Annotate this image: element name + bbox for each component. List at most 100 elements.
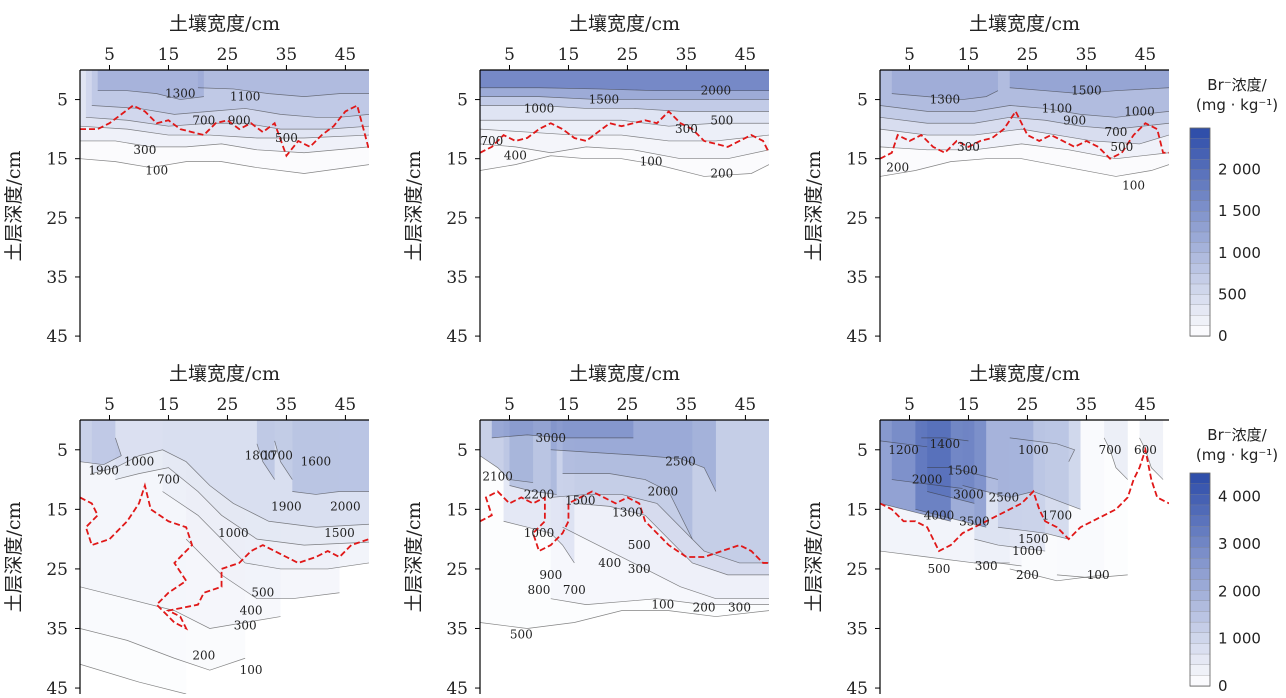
colorbar-unit: (mg · kg⁻¹)	[1196, 96, 1278, 114]
contour-label: 700	[563, 583, 586, 597]
panel-row2-col2: 3000 2500 2100 2000 2200 1500 1300 1000 500 400 30…	[403, 363, 769, 698]
x-tick-label: 5	[904, 45, 915, 65]
contour-label: 2000	[648, 484, 679, 498]
y-tick-label: 15	[846, 500, 868, 520]
colorbar-tick-label: 4 000	[1218, 488, 1261, 506]
contour-label: 1500	[565, 493, 596, 507]
contour-label: 700	[192, 113, 215, 127]
contour-label: 2000	[701, 84, 732, 98]
contour-label: 2000	[330, 499, 361, 513]
contour-label: 900	[1063, 113, 1086, 127]
colorbar-swatch	[1189, 664, 1211, 677]
contour-line-2100	[480, 455, 534, 483]
colorbar-swatch	[1189, 231, 1211, 244]
contour-label: 300	[957, 140, 980, 154]
contour-label: 300	[628, 562, 651, 576]
contour-label: 1000	[218, 526, 249, 540]
contour-label: 900	[539, 568, 562, 582]
contour-label: 100	[1087, 568, 1110, 582]
colorbar-swatch	[1189, 483, 1211, 495]
contour-line-2500	[550, 449, 717, 492]
contour-line-700	[115, 467, 369, 546]
colorbar-swatch	[1189, 263, 1211, 275]
contour-line-2500	[962, 485, 1034, 498]
colorbar-tick-label: 1 000	[1218, 244, 1261, 262]
x-tick-label: 5	[104, 45, 115, 65]
colorbar-swatch	[1189, 169, 1211, 181]
x-tick-label: 5	[904, 395, 915, 415]
colorbar-swatch	[1189, 494, 1211, 506]
y-axis-title: 土层深度/cm	[403, 150, 425, 261]
fill-band-600	[1139, 420, 1164, 480]
y-axis-title: 土层深度/cm	[3, 150, 25, 261]
contour-label: 1600	[301, 455, 332, 469]
colorbar-swatch	[1189, 252, 1211, 264]
colorbar-swatch	[1189, 547, 1211, 559]
y-tick-label: 25	[846, 560, 868, 580]
x-tick-label: 15	[958, 45, 980, 65]
contour-label: 2500	[665, 455, 696, 469]
contour-label: 600	[1134, 443, 1157, 457]
contour-line-1300	[574, 503, 769, 576]
contour-label: 1000	[1012, 544, 1043, 558]
x-tick-label: 35	[276, 395, 298, 415]
y-tick-label: 5	[457, 91, 468, 111]
contour-label: 500	[710, 113, 733, 127]
y-tick-label: 5	[857, 441, 868, 461]
contour-line-900	[880, 116, 1169, 130]
fill-band-3000	[491, 420, 634, 438]
colorbar-swatch	[1189, 200, 1211, 212]
y-axis-title: 土层深度/cm	[803, 150, 825, 261]
contour-label: 1200	[888, 443, 919, 457]
colorbar-title: Br⁻浓度/	[1207, 426, 1267, 444]
y-tick-label: 5	[57, 441, 68, 461]
x-tick-label: 5	[504, 395, 515, 415]
contour-line-300	[80, 140, 369, 154]
contour-label: 200	[1016, 568, 1039, 582]
contour-label: 1800	[245, 449, 276, 463]
colorbar-swatch	[1189, 148, 1211, 160]
concentration-field	[880, 70, 1169, 177]
concentration-field	[880, 420, 1169, 582]
y-axis-title: 土层深度/cm	[3, 501, 25, 612]
y-tick-label: 35	[46, 268, 68, 288]
contour-label: 300	[975, 559, 998, 573]
y-axis-title: 土层深度/cm	[803, 501, 825, 612]
contour-label: 2500	[989, 490, 1020, 504]
x-tick-label: 15	[158, 45, 180, 65]
fill-band-2000	[292, 420, 369, 495]
contour-label: 3000	[536, 431, 567, 445]
contour-line-700	[880, 128, 1169, 145]
contour-line-1500	[550, 494, 769, 564]
contour-line-1500	[480, 96, 769, 100]
contour-label: 1300	[612, 505, 643, 519]
x-tick-label: 15	[558, 45, 580, 65]
contour-label: 1500	[947, 464, 978, 478]
fill-band-2200	[509, 420, 557, 495]
x-tick-label: 45	[1135, 45, 1157, 65]
colorbar-swatch	[1189, 159, 1211, 171]
contour-label: 700	[1099, 443, 1122, 457]
contour-label: 300	[728, 601, 751, 615]
contour-label: 100	[651, 598, 674, 612]
y-tick-label: 15	[446, 150, 468, 170]
colorbar-swatch	[1189, 504, 1211, 517]
colorbar-frame	[1189, 127, 1211, 337]
panel-row1-col1: 1300 1100 700 900 500 300 100 5 15 25 35 45 5 15 25 35 4…	[3, 13, 369, 347]
contour-line-900	[91, 105, 369, 118]
fill-band-1500	[1009, 70, 1169, 94]
colorbar-tick-label: 2 000	[1218, 582, 1261, 600]
x-tick-label: 25	[617, 395, 639, 415]
contour-label: 100	[240, 663, 263, 677]
y-tick-label: 25	[446, 560, 468, 580]
contour-line-1000	[503, 520, 575, 564]
contour-label: 400	[240, 604, 263, 618]
x-tick-label: 15	[558, 395, 580, 415]
y-tick-label: 25	[46, 209, 68, 229]
colorbar-swatch	[1189, 304, 1211, 316]
contour-label: 1500	[1071, 84, 1102, 98]
contour-line-1300	[891, 90, 999, 100]
